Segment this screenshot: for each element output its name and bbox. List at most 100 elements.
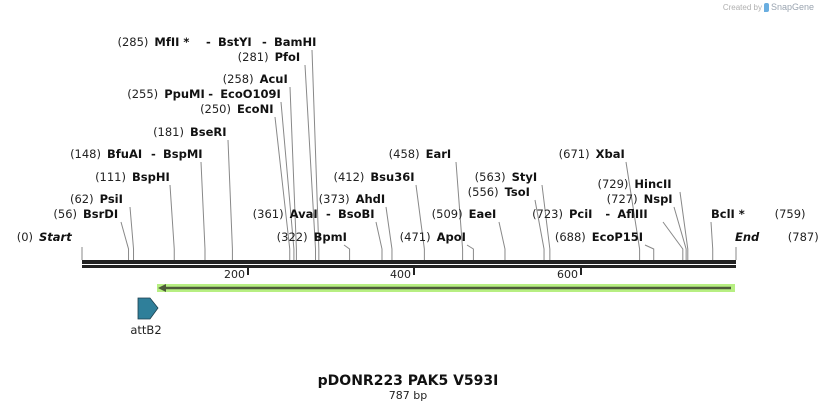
snapgene-logo-icon xyxy=(763,2,769,12)
backbone-top-strand xyxy=(82,260,736,264)
site-ppumi[interactable]: (255) PpuMI - EcoO109I xyxy=(127,87,281,101)
name-separator: - xyxy=(262,35,267,49)
enzyme-name: BpmI xyxy=(314,230,347,244)
site-position: (62) xyxy=(70,192,94,206)
site-position: (255) xyxy=(127,87,158,101)
enzyme-name: XbaI xyxy=(596,147,625,161)
site-psii[interactable]: (62) PsiI xyxy=(70,192,123,206)
cut-line xyxy=(343,244,351,260)
name-separator: - xyxy=(208,87,213,101)
feature-attB2[interactable]: attB2 xyxy=(130,297,162,337)
enzyme-name: BspHI xyxy=(132,170,170,184)
site-position: (759) xyxy=(775,207,806,221)
site-position: (0) xyxy=(17,230,33,244)
site-position: (723) xyxy=(532,207,563,221)
site-position: (671) xyxy=(559,147,590,161)
name-separator: - xyxy=(151,147,156,161)
site-pfoi[interactable]: (281) PfoI xyxy=(238,50,301,64)
site-tsoi[interactable]: (556) TsoI xyxy=(468,185,530,199)
site-position: (322) xyxy=(277,230,308,244)
site-position: (258) xyxy=(223,72,254,86)
site-eaei[interactable]: (509) EaeI xyxy=(432,207,497,221)
cut-line xyxy=(455,161,464,260)
credit-brand: SnapGene xyxy=(770,2,814,12)
site-avai[interactable]: (361) AvaI - BsoBI xyxy=(253,207,375,221)
site-pcii[interactable]: (723) PciI - AflIII xyxy=(532,207,648,221)
site-position: (181) xyxy=(153,125,184,139)
enzyme-name: PpuMI xyxy=(164,87,205,101)
site-position: (281) xyxy=(238,50,269,64)
site-hincii[interactable]: (729) HincII xyxy=(597,177,671,191)
site-position: (563) xyxy=(475,170,506,184)
ruler-tick-label: 600 xyxy=(557,268,578,281)
site-bcli[interactable]: BclI * (759) xyxy=(711,207,806,221)
enzyme-name: AhdI xyxy=(356,192,386,206)
enzyme-name: PsiI xyxy=(100,192,123,206)
cut-line xyxy=(227,139,233,260)
site-bpmi[interactable]: (322) BpmI xyxy=(277,230,347,244)
cut-line xyxy=(120,221,130,260)
cut-line xyxy=(129,206,135,260)
site-bfuai[interactable]: (148) BfuAI - BspMI xyxy=(70,147,203,161)
site-ahdi[interactable]: (373) AhdI xyxy=(319,192,386,206)
cut-line xyxy=(534,199,545,260)
enzyme-name: StyI xyxy=(512,170,538,184)
site-bsphi[interactable]: (111) BspHI xyxy=(95,170,170,184)
cut-site-labels: (0) Start (56) BsrDI(62) PsiI (111) BspHI (148)… xyxy=(17,35,818,244)
site-xbai[interactable]: (671) XbaI xyxy=(559,147,625,161)
enzyme-name: BamHI xyxy=(274,35,316,49)
site-position: (250) xyxy=(200,102,231,116)
site-position: (285) xyxy=(117,35,148,49)
site-start[interactable]: (0) Start xyxy=(17,230,73,244)
cut-line xyxy=(710,221,714,260)
cut-line xyxy=(498,221,506,260)
site-acui[interactable]: (258) AcuI xyxy=(223,72,288,86)
credit-prefix: Created by xyxy=(722,2,762,12)
cut-line xyxy=(541,184,551,260)
map-length: 787 bp xyxy=(389,389,427,402)
sequence-backbone xyxy=(82,260,736,268)
ruler-ticks: 200 400 600 xyxy=(224,268,582,281)
site-eari[interactable]: (458) EarI xyxy=(389,147,452,161)
enzyme-name: TsoI xyxy=(505,185,530,199)
cut-line xyxy=(673,206,687,260)
site-position: (471) xyxy=(400,230,431,244)
site-styi[interactable]: (563) StyI xyxy=(475,170,537,184)
ruler-tick-label: 200 xyxy=(224,268,245,281)
cut-line xyxy=(375,221,383,260)
site-end[interactable]: End (787) xyxy=(735,230,818,244)
cut-line xyxy=(311,49,320,260)
enzyme-name: EcoP15I xyxy=(592,230,643,244)
site-position: (111) xyxy=(95,170,126,184)
site-position: (361) xyxy=(253,207,284,221)
cut-line xyxy=(662,221,684,260)
site-bsu36i[interactable]: (412) Bsu36I xyxy=(333,170,414,184)
enzyme-name: AcuI xyxy=(260,72,288,86)
site-apoi[interactable]: (471) ApoI xyxy=(400,230,466,244)
enzyme-name: BseRI xyxy=(190,125,227,139)
site-position: (556) xyxy=(468,185,499,199)
arrow-right-icon xyxy=(137,297,159,320)
cut-line xyxy=(304,64,317,260)
cut-line xyxy=(625,161,641,260)
enzyme-name: BstYI xyxy=(218,35,252,49)
site-position: (373) xyxy=(319,192,350,206)
enzyme-name: AvaI xyxy=(290,207,318,221)
features: attB2 xyxy=(130,284,735,337)
snapgene-credit: Created by SnapGene xyxy=(723,2,814,12)
cut-line xyxy=(169,184,175,260)
site-bsrdi[interactable]: (56) BsrDI xyxy=(53,207,118,221)
orf-arrow[interactable] xyxy=(157,284,735,292)
site-econi[interactable]: (250) EcoNI xyxy=(200,102,273,116)
enzyme-name: BspMI xyxy=(163,147,203,161)
enzyme-name: PfoI xyxy=(275,50,301,64)
site-nspi[interactable]: (727) NspI xyxy=(607,192,673,206)
site-mfii[interactable]: (285) MfII * - BstYI - BamHI xyxy=(117,35,316,49)
feature-label-attB2: attB2 xyxy=(130,323,161,337)
enzyme-name: EarI xyxy=(426,147,452,161)
cut-line xyxy=(385,206,393,260)
site-position: (729) xyxy=(597,177,628,191)
site-bseri[interactable]: (181) BseRI xyxy=(153,125,226,139)
site-ecop15i[interactable]: (688) EcoP15I xyxy=(555,230,643,244)
